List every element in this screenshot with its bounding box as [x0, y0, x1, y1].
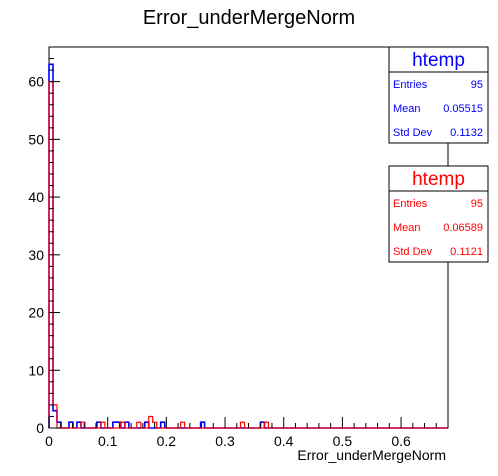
- x-tick-label: 0.2: [157, 433, 177, 449]
- x-tick-label: 0.1: [98, 433, 118, 449]
- stats-row-label: Entries: [393, 79, 428, 91]
- stats-row-label: Std Dev: [393, 127, 433, 139]
- stats-box-frame: [388, 165, 489, 263]
- stats-row-label: Mean: [393, 103, 421, 115]
- stats-box-1: htemp Entries 95 Mean 0.05515 Std Dev 0.1132: [388, 46, 489, 144]
- histogram-series-1: [48, 63, 448, 429]
- x-axis-label: Error_underMergeNorm: [297, 447, 446, 463]
- stats-box-title: htemp: [412, 169, 465, 190]
- y-tick-label: 0: [36, 420, 44, 436]
- y-tick-label: 50: [28, 131, 44, 147]
- stats-row-value: 0.05515: [443, 103, 483, 115]
- stats-box-frame: [388, 46, 489, 144]
- plot-frame: [48, 46, 449, 429]
- x-tick-label: 0.6: [391, 433, 411, 449]
- x-tick-label: 0.5: [333, 433, 353, 449]
- x-tick-label: 0.3: [215, 433, 235, 449]
- stats-row-value: 95: [471, 79, 483, 91]
- stats-row-value: 0.1121: [450, 246, 483, 258]
- y-tick-label: 30: [28, 247, 44, 263]
- stats-row-value: 0.1132: [450, 127, 483, 139]
- y-tick-label: 60: [28, 74, 44, 90]
- x-tick-label: 0.4: [274, 433, 294, 449]
- x-tick-label: 0: [45, 433, 53, 449]
- y-tick-label: 10: [28, 362, 44, 378]
- histogram-series-2: [48, 81, 448, 429]
- y-tick-label: 40: [28, 189, 44, 205]
- stats-row-label: Std Dev: [393, 246, 433, 258]
- stats-box-2: htemp Entries 95 Mean 0.06589 Std Dev 0.1121: [388, 165, 489, 263]
- stats-box-title: htemp: [412, 50, 465, 71]
- stats-row-label: Entries: [393, 198, 428, 210]
- stats-row-label: Mean: [393, 222, 421, 234]
- stats-row-value: 0.06589: [443, 222, 483, 234]
- chart-title: Error_underMergeNorm: [143, 7, 355, 29]
- stats-row-value: 95: [471, 198, 483, 210]
- axes: 0 0.1 0.2 0.3 0.4 0.5 0.6 0 10 20 30 40 50 60: [28, 46, 449, 449]
- y-tick-label: 20: [28, 305, 44, 321]
- histogram-series: [48, 63, 448, 429]
